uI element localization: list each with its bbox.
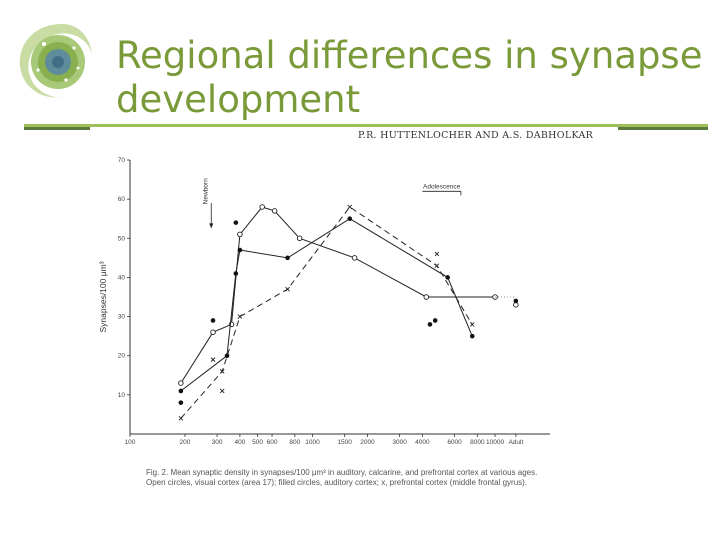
data-point-filled-circle — [513, 298, 519, 304]
data-point-filled-circle — [427, 322, 433, 327]
y-tick-label: 50 — [118, 235, 126, 242]
data-point-filled-circle — [233, 220, 239, 225]
title-underline-accent-right — [618, 127, 708, 130]
y-tick-label: 10 — [118, 392, 126, 399]
chart-series — [178, 204, 519, 421]
data-point-open-circle — [271, 208, 278, 214]
data-point-x — [469, 322, 475, 327]
data-point-open-circle — [237, 231, 243, 238]
series-line-open-circle — [180, 206, 496, 384]
data-point-filled-circle — [233, 271, 239, 276]
series-open-circle — [178, 204, 519, 386]
data-point-filled-circle — [224, 353, 230, 359]
y-tick-label: 60 — [118, 196, 126, 203]
synapse-density-chart: Conceptual Age (days) Synapses/100 μm³ 10… — [98, 157, 550, 450]
data-point-x — [347, 204, 353, 210]
data-point-open-circle — [296, 235, 303, 242]
x-tick-label: 1000 — [305, 439, 320, 446]
x-tick-label: 200 — [180, 439, 191, 446]
data-point-x — [219, 369, 225, 374]
data-point-open-circle — [423, 294, 430, 300]
spiral-shell-logo-icon — [19, 24, 92, 98]
chart-axes: Conceptual Age (days) Synapses/100 μm³ — [98, 160, 550, 450]
data-point-x — [178, 416, 184, 421]
series-x — [178, 204, 475, 421]
x-tick-label: 300 — [212, 439, 223, 446]
x-tick-label: 400 — [234, 439, 245, 446]
x-tick-label: 10000 — [486, 439, 504, 446]
data-point-filled-circle — [210, 318, 216, 323]
y-tick-label: 70 — [118, 157, 126, 164]
newborn-annotation: Newborn — [202, 178, 209, 204]
data-point-x — [210, 357, 216, 362]
data-point-open-circle — [210, 329, 216, 335]
x-tick-label: 2000 — [360, 439, 375, 446]
y-tick-label: 30 — [118, 314, 126, 321]
series-filled-circle — [178, 216, 519, 405]
y-axis-title: Synapses/100 μm³ — [98, 261, 108, 332]
data-point-x — [434, 251, 440, 257]
x-tick-label: 8000 — [470, 439, 485, 446]
data-point-filled-circle — [347, 216, 353, 222]
data-point-open-circle — [351, 255, 358, 261]
data-point-filled-circle — [445, 275, 450, 280]
figure-author-line: P.R. HUTTENLOCHER AND A.S. DABHOLKAR — [358, 130, 594, 141]
x-tick-label: 4000 — [415, 439, 430, 446]
chart-annotations: Newborn Adolescence — [202, 178, 516, 298]
data-point-filled-circle — [469, 333, 475, 339]
data-point-x — [237, 314, 243, 319]
y-tick-label: 40 — [118, 274, 126, 281]
newborn-arrow-head — [209, 223, 214, 229]
data-point-filled-circle — [178, 388, 184, 394]
data-point-open-circle — [259, 204, 265, 210]
x-tick-label: 600 — [267, 439, 278, 446]
title-underline — [24, 124, 708, 127]
series-line-filled-circle — [180, 218, 473, 392]
figure-caption: Fig. 2. Mean synaptic density in synapse… — [146, 468, 538, 487]
data-point-x — [219, 388, 225, 394]
x-tick-label: 3000 — [392, 439, 407, 446]
data-point-filled-circle — [285, 255, 290, 261]
title-underline-accent-left — [24, 127, 90, 130]
x-axis-title: Conceptual Age (days) — [277, 448, 363, 450]
data-point-x — [434, 263, 440, 269]
data-point-open-circle — [513, 302, 519, 308]
data-point-filled-circle — [432, 318, 438, 323]
data-point-x — [285, 286, 290, 292]
data-point-filled-circle — [237, 247, 243, 253]
x-tick-label: 1500 — [337, 439, 352, 446]
x-tick-label: 500 — [252, 439, 263, 446]
y-tick-label: 20 — [118, 353, 126, 360]
x-tick-label: 6000 — [447, 439, 462, 446]
data-point-open-circle — [178, 380, 184, 386]
adolescence-annotation: Adolescence — [423, 183, 461, 190]
chart-ticks: 100 200 300 400 500 600 800 1000 1500 2000 3000 400… — [118, 157, 524, 446]
x-tick-label: 800 — [289, 439, 300, 446]
x-tick-label: Adult — [508, 439, 523, 446]
data-point-filled-circle — [178, 400, 184, 405]
slide-title: Regional differences in synapse developm… — [116, 34, 703, 121]
series-line-x — [180, 206, 473, 419]
x-tick-label: 100 — [125, 439, 136, 446]
